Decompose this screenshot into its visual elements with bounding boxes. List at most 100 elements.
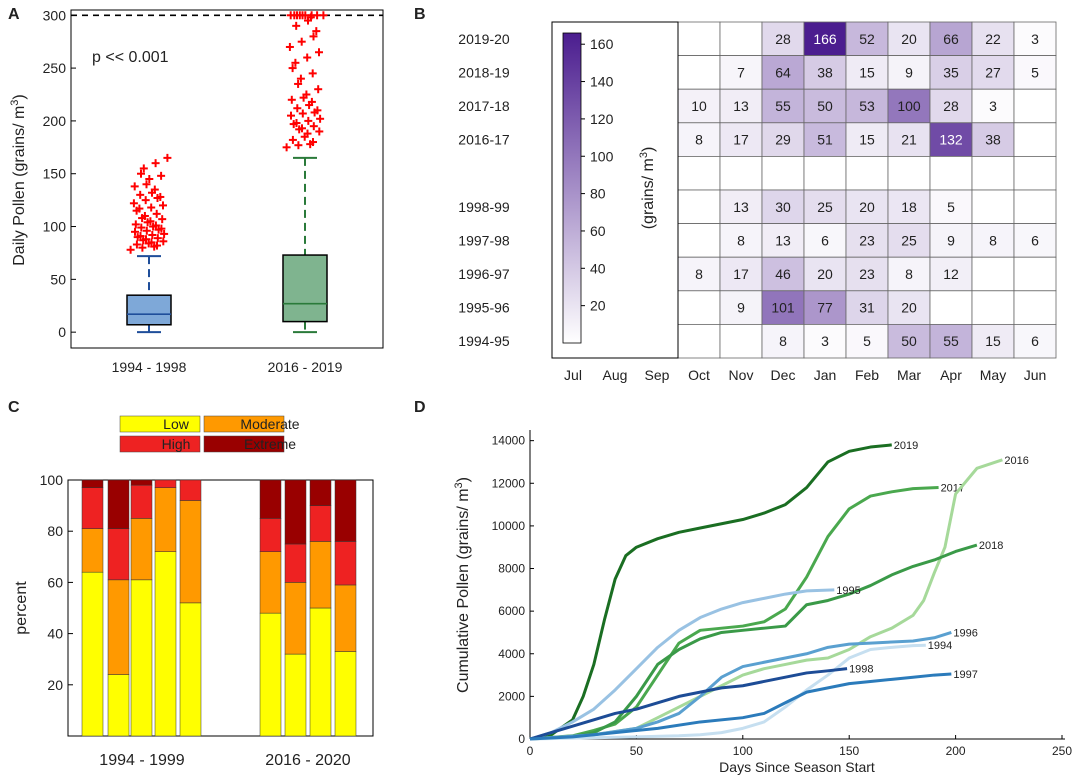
heatmap-cell	[1013, 122, 1057, 157]
heatmap-cell	[719, 122, 763, 157]
heatmap-month-label: Dec	[771, 367, 796, 383]
outlier-marker	[137, 169, 145, 178]
colorbar-tick-label: 120	[590, 111, 614, 127]
heatmap-cell-value: 66	[943, 31, 959, 47]
boxplot-y-tick-label: 0	[58, 324, 66, 340]
heatmap-cell-value: 8	[737, 232, 745, 248]
heatmap-cell-value: 35	[943, 64, 959, 80]
series-line-2017	[529, 486, 939, 741]
heatmap-cell-value: 100	[897, 98, 921, 114]
outlier-marker	[139, 164, 148, 173]
heatmap-cell	[719, 21, 763, 56]
outlier-marker	[132, 240, 141, 249]
heatmap-cell	[845, 55, 889, 90]
heatmap-cell-value: 55	[943, 333, 959, 349]
line-y-tick-label: 4000	[498, 647, 525, 661]
heatmap-cell	[971, 155, 1015, 191]
heatmap-cell	[719, 155, 763, 191]
heatmap-cell-value: 77	[817, 300, 833, 316]
heatmap-cell	[761, 256, 805, 292]
line-y-label: Cumulative Pollen (grains/ m3)	[453, 477, 472, 693]
line-x-tick-label: 100	[733, 744, 753, 758]
heatmap-cell	[677, 155, 721, 191]
stacked-bar-y-label: percent	[13, 581, 30, 635]
heatmap-cell	[803, 21, 847, 56]
stacked-y-tick-label: 40	[47, 626, 63, 642]
heatmap-cell-value: 46	[775, 266, 791, 282]
heatmap-month-label: Apr	[940, 367, 962, 383]
outlier-marker	[142, 226, 151, 235]
stacked-segment	[284, 543, 307, 583]
outlier-marker	[147, 238, 156, 247]
heatmap-cell-value: 8	[989, 232, 997, 248]
heatmap-cell-value: 8	[695, 132, 703, 148]
colorbar-tick-label: 60	[590, 223, 606, 239]
heatmap-cell	[929, 189, 973, 224]
heatmap-cell	[803, 155, 847, 191]
heatmap-cell-value: 20	[859, 199, 875, 215]
heatmap-cell-value: 23	[859, 266, 875, 282]
heatmap-cell-value: 9	[737, 300, 745, 316]
heatmap-cell	[1013, 155, 1057, 191]
heatmap-cell-value: 25	[817, 199, 833, 215]
outlier-marker	[145, 175, 154, 183]
heatmap-cell	[887, 155, 931, 191]
outlier-marker	[314, 85, 323, 94]
heatmap-month-label: Feb	[855, 367, 879, 383]
heatmap-cell-value: 20	[817, 266, 833, 282]
series-label: 1996	[953, 627, 977, 639]
line-x-tick-label: 150	[839, 744, 859, 758]
heatmap-cell	[845, 189, 889, 224]
heatmap-cell	[1013, 21, 1057, 56]
boxplot-group-label: 1994 - 1998	[112, 359, 187, 375]
boxplot-y-label: Daily Pollen (grains/ m3)	[9, 94, 28, 266]
group-label: 2016 - 2020	[265, 752, 351, 769]
outlier-marker	[142, 235, 150, 244]
stacked-y-tick-label: 100	[40, 472, 64, 488]
heatmap-cell	[719, 256, 763, 292]
outlier-marker	[138, 243, 147, 252]
heatmap-cell	[845, 323, 889, 359]
outlier-marker	[297, 37, 306, 46]
outlier-marker	[135, 204, 144, 213]
heatmap-cell-value: 15	[859, 64, 875, 80]
line-y-tick-label: 12000	[492, 476, 526, 490]
panel-letter-a: A	[8, 6, 20, 23]
outlier-marker	[131, 220, 140, 229]
colorbar-tick-label: 140	[590, 74, 614, 90]
outlier-marker	[158, 215, 167, 224]
series-label: 1997	[953, 669, 977, 681]
outlier-marker	[151, 221, 160, 230]
heatmap-cell-value: 6	[1031, 333, 1039, 349]
outlier-marker	[282, 143, 291, 152]
stacked-segment	[334, 651, 357, 737]
heatmap-cell-value: 21	[901, 132, 917, 148]
heatmap-cell	[845, 122, 889, 157]
heatmap-cell-value: 12	[943, 266, 959, 282]
heatmap-cell-value: 53	[859, 98, 875, 114]
colorbar-tick-label: 20	[590, 298, 606, 314]
series-line-1995	[529, 588, 835, 741]
heatmap-month-label: May	[980, 367, 1006, 383]
heatmap-cell	[719, 189, 763, 224]
line-x-tick-label: 200	[946, 744, 966, 758]
heatmap-cell	[761, 290, 805, 325]
series-line-1997	[529, 672, 952, 741]
outlier-marker	[159, 201, 167, 210]
stacked-segment	[81, 479, 104, 488]
heatmap-month-label: Jun	[1024, 367, 1047, 383]
iqr-box	[282, 254, 328, 323]
heatmap-cell	[803, 256, 847, 292]
stacked-segment	[309, 479, 332, 506]
stacked-segment	[81, 571, 104, 737]
heatmap-cell	[845, 21, 889, 56]
heatmap-cell-value: 23	[859, 232, 875, 248]
heatmap-cell-value: 15	[985, 333, 1001, 349]
panel-letter-d: D	[414, 399, 426, 416]
heatmap-cell	[677, 223, 721, 258]
heatmap-cell-value: 52	[859, 31, 875, 47]
heatmap-row-label: 2017-18	[458, 98, 510, 114]
outlier-marker	[307, 97, 316, 106]
heatmap-cell	[1013, 189, 1057, 224]
